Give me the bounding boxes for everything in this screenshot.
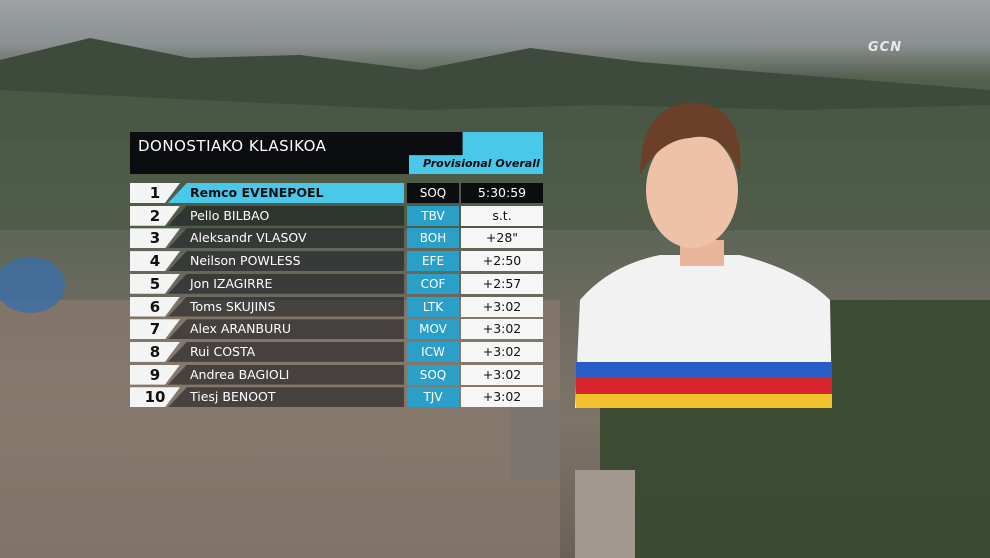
time-gap: +2:50 [461,251,543,272]
time-gap: +28" [461,228,543,249]
rider-name: Toms SKUJINS [168,296,404,317]
rider-name: Alex ARANBURU [168,319,404,340]
time-gap: +3:02 [461,387,543,408]
rank: 10 [130,387,180,408]
rank: 6 [130,296,180,317]
team-code: SOQ [407,364,459,385]
rank: 2 [130,205,180,226]
rider-name: Pello BILBAO [168,205,404,226]
time-gap: +3:02 [461,364,543,385]
rank: 4 [130,251,180,272]
rank: 8 [130,341,180,362]
rank: 5 [130,273,180,294]
rider-name: Aleksandr VLASOV [168,228,404,249]
rank: 3 [130,228,180,249]
team-code: TBV [407,205,459,226]
result-row: 2 Pello BILBAO TBV s.t. [130,205,543,226]
rider-name: Rui COSTA [168,341,404,362]
table-header: DONOSTIAKO KLASIKOA Provisional Overall [130,132,543,174]
result-row: 7 Alex ARANBURU MOV +3:02 [130,319,543,340]
rank: 9 [130,364,180,385]
team-code: BOH [407,228,459,249]
result-row: 5 Jon IZAGIRRE COF +2:57 [130,273,543,294]
result-row: 3 Aleksandr VLASOV BOH +28" [130,228,543,249]
race-subtitle: Provisional Overall [423,157,540,170]
result-row: 9 Andrea BAGIOLI SOQ +3:02 [130,364,543,385]
team-code: EFE [407,251,459,272]
rider-name: Neilson POWLESS [168,251,404,272]
rider-name: Jon IZAGIRRE [168,273,404,294]
team-code: LTK [407,296,459,317]
result-row: 6 Toms SKUJINS LTK +3:02 [130,296,543,317]
result-row: 8 Rui COSTA ICW +3:02 [130,341,543,362]
rank: 1 [130,183,180,203]
rider-name: Andrea BAGIOLI [168,364,404,385]
result-row: 1 Remco EVENEPOEL SOQ 5:30:59 [130,183,543,203]
rank: 7 [130,319,180,340]
team-code: SOQ [407,183,459,203]
time-gap: +3:02 [461,296,543,317]
time-gap: +3:02 [461,341,543,362]
broadcaster-logo: GCN [868,40,903,55]
time-gap: s.t. [461,205,543,226]
team-code: MOV [407,319,459,340]
rider-name: Remco EVENEPOEL [168,183,404,203]
time-gap: 5:30:59 [461,183,543,203]
team-code: ICW [407,341,459,362]
time-gap: +2:57 [461,273,543,294]
rider-name: Tiesj BENOOT [168,387,404,408]
result-row: 4 Neilson POWLESS EFE +2:50 [130,251,543,272]
race-title: DONOSTIAKO KLASIKOA [138,137,327,155]
time-gap: +3:02 [461,319,543,340]
team-code: COF [407,273,459,294]
team-code: TJV [407,387,459,408]
result-row: 10 Tiesj BENOOT TJV +3:02 [130,387,543,408]
